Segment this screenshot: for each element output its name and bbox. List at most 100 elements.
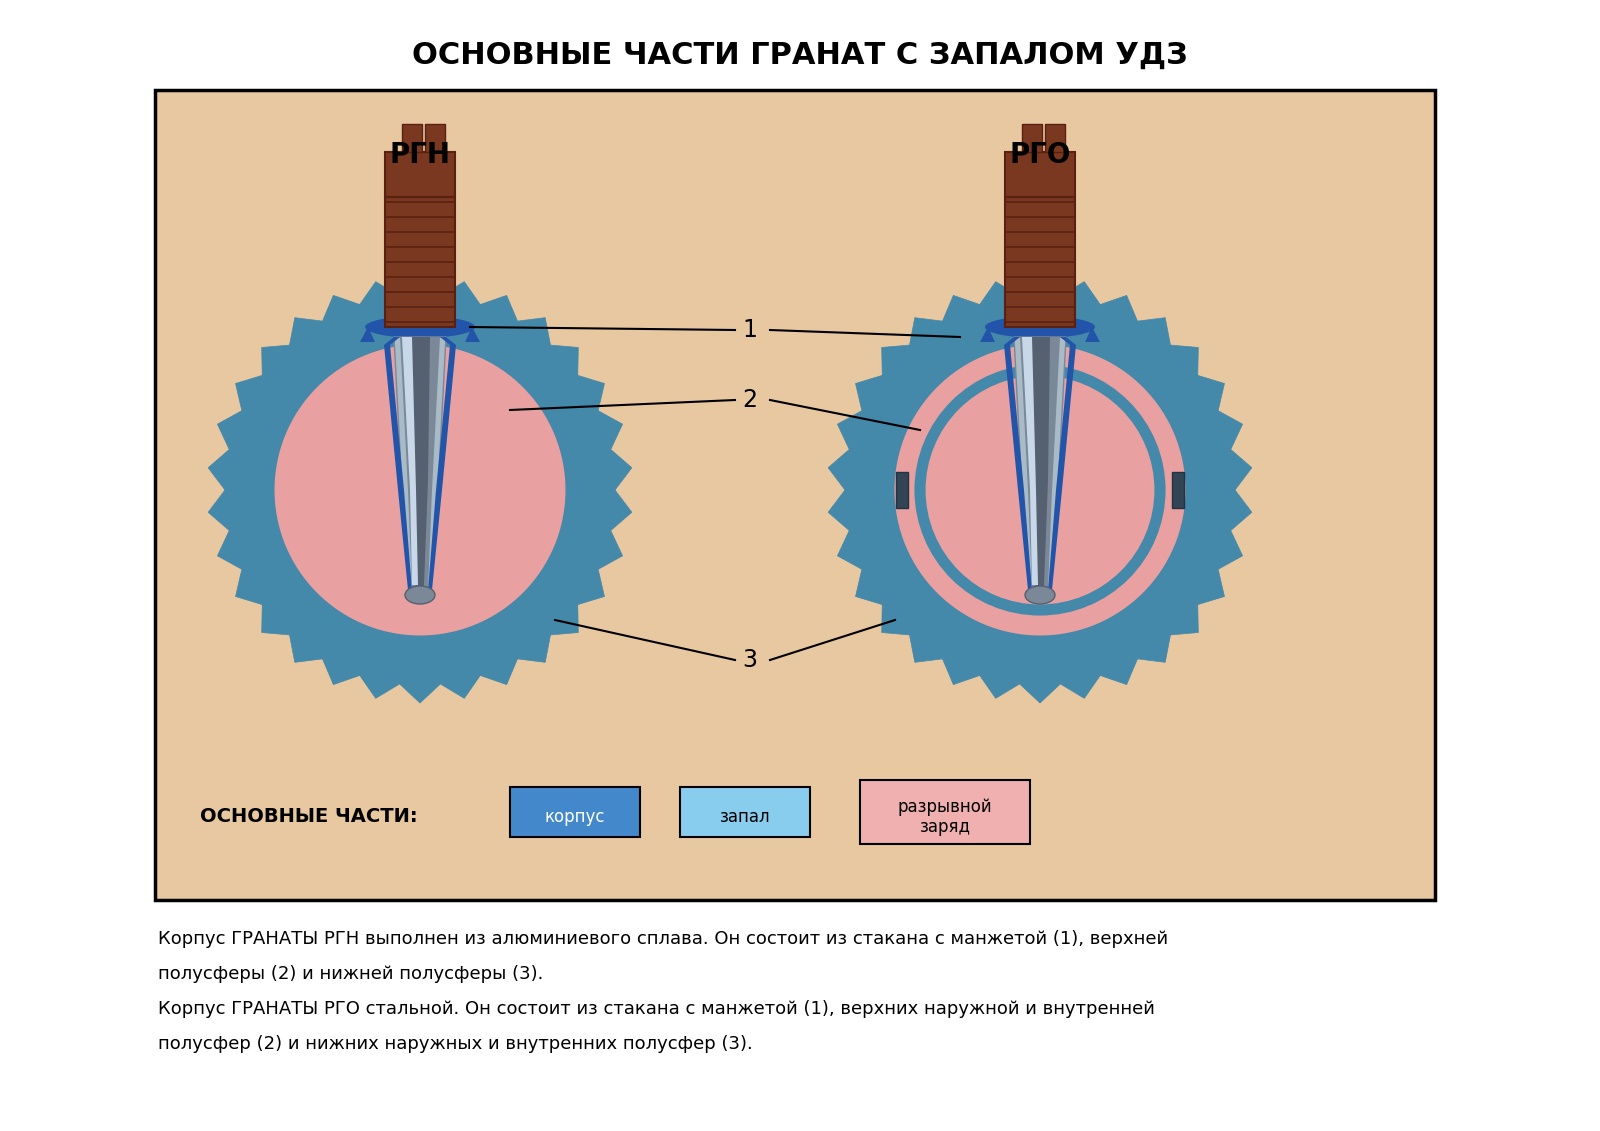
Text: ОСНОВНЫЕ ЧАСТИ ГРАНАТ С ЗАПАЛОМ УДЗ: ОСНОВНЫЕ ЧАСТИ ГРАНАТ С ЗАПАЛОМ УДЗ — [413, 41, 1187, 69]
Polygon shape — [1138, 634, 1171, 663]
Polygon shape — [829, 449, 850, 490]
Bar — [896, 472, 909, 508]
Polygon shape — [480, 295, 517, 321]
Polygon shape — [440, 282, 480, 304]
Polygon shape — [856, 569, 882, 605]
Ellipse shape — [986, 316, 1094, 338]
Polygon shape — [1014, 337, 1066, 602]
Bar — [386, 152, 454, 197]
Bar — [1005, 197, 1075, 327]
Polygon shape — [1198, 569, 1224, 605]
Polygon shape — [1101, 659, 1138, 684]
Polygon shape — [218, 530, 242, 569]
Polygon shape — [1021, 337, 1059, 596]
Polygon shape — [856, 375, 882, 411]
Polygon shape — [909, 318, 942, 345]
Bar — [510, 787, 640, 837]
Polygon shape — [1061, 675, 1101, 698]
Bar — [155, 90, 1435, 900]
Bar — [426, 124, 445, 152]
Polygon shape — [517, 318, 550, 345]
Text: Корпус ГРАНАТЫ РГО стальной. Он состоит из стакана с манжетой (1), верхних наруж: Корпус ГРАНАТЫ РГО стальной. Он состоит … — [158, 1000, 1155, 1018]
Polygon shape — [1005, 337, 1032, 590]
Polygon shape — [360, 282, 400, 304]
Circle shape — [845, 295, 1235, 685]
Circle shape — [262, 333, 578, 648]
Bar — [1171, 472, 1184, 508]
Polygon shape — [1030, 337, 1050, 592]
Polygon shape — [323, 295, 360, 321]
Bar — [1022, 124, 1042, 152]
Polygon shape — [208, 449, 229, 490]
Polygon shape — [410, 337, 430, 592]
Polygon shape — [1022, 337, 1038, 585]
Polygon shape — [1061, 282, 1101, 304]
Polygon shape — [400, 684, 440, 703]
Ellipse shape — [1026, 586, 1054, 604]
Polygon shape — [517, 634, 550, 663]
Polygon shape — [550, 345, 578, 375]
Polygon shape — [1138, 318, 1171, 345]
Text: корпус: корпус — [544, 808, 605, 826]
Polygon shape — [1171, 605, 1198, 634]
Polygon shape — [1171, 345, 1198, 375]
Polygon shape — [1230, 490, 1251, 530]
Polygon shape — [882, 605, 909, 634]
Text: 2: 2 — [742, 388, 757, 412]
Ellipse shape — [405, 586, 435, 604]
Text: РГН: РГН — [389, 141, 451, 169]
Polygon shape — [598, 530, 622, 569]
Bar — [1045, 124, 1066, 152]
Polygon shape — [837, 411, 862, 449]
Text: Корпус ГРАНАТЫ РГН выполнен из алюминиевого сплава. Он состоит из стакана с манж: Корпус ГРАНАТЫ РГН выполнен из алюминиев… — [158, 930, 1168, 948]
Polygon shape — [1101, 295, 1138, 321]
Polygon shape — [882, 345, 909, 375]
Polygon shape — [400, 277, 440, 296]
Polygon shape — [400, 337, 440, 596]
Polygon shape — [384, 337, 413, 590]
Text: полусфер (2) и нижних наружных и внутренних полусфер (3).: полусфер (2) и нижних наружных и внутрен… — [158, 1035, 752, 1053]
Polygon shape — [1085, 327, 1101, 342]
Polygon shape — [440, 675, 480, 698]
Polygon shape — [1048, 337, 1075, 590]
Text: ОСНОВНЫЕ ЧАСТИ:: ОСНОВНЫЕ ЧАСТИ: — [200, 808, 418, 827]
Polygon shape — [262, 605, 290, 634]
Text: 1: 1 — [742, 318, 757, 342]
Polygon shape — [1198, 375, 1224, 411]
Polygon shape — [578, 569, 605, 605]
Bar — [1005, 152, 1075, 197]
Bar — [402, 124, 422, 152]
Polygon shape — [218, 411, 242, 449]
Polygon shape — [837, 530, 862, 569]
Polygon shape — [466, 327, 480, 342]
Polygon shape — [360, 675, 400, 698]
Bar — [386, 197, 454, 327]
Polygon shape — [262, 345, 290, 375]
Polygon shape — [1019, 277, 1061, 296]
Polygon shape — [611, 449, 632, 490]
Polygon shape — [598, 411, 622, 449]
Polygon shape — [360, 327, 374, 342]
Polygon shape — [979, 282, 1019, 304]
Polygon shape — [235, 375, 262, 411]
Polygon shape — [979, 675, 1019, 698]
Polygon shape — [290, 318, 323, 345]
Polygon shape — [290, 634, 323, 663]
Polygon shape — [611, 490, 632, 530]
Polygon shape — [1218, 411, 1243, 449]
Circle shape — [882, 333, 1198, 648]
Polygon shape — [942, 295, 979, 321]
Polygon shape — [909, 634, 942, 663]
Polygon shape — [394, 337, 446, 602]
Polygon shape — [1230, 449, 1251, 490]
Polygon shape — [1019, 684, 1061, 703]
Ellipse shape — [365, 316, 475, 338]
Polygon shape — [402, 337, 418, 585]
Polygon shape — [235, 569, 262, 605]
Polygon shape — [829, 490, 850, 530]
Bar — [861, 780, 1030, 844]
Polygon shape — [480, 659, 517, 684]
Polygon shape — [550, 605, 578, 634]
Text: разрывной
заряд: разрывной заряд — [898, 797, 992, 837]
Polygon shape — [323, 659, 360, 684]
